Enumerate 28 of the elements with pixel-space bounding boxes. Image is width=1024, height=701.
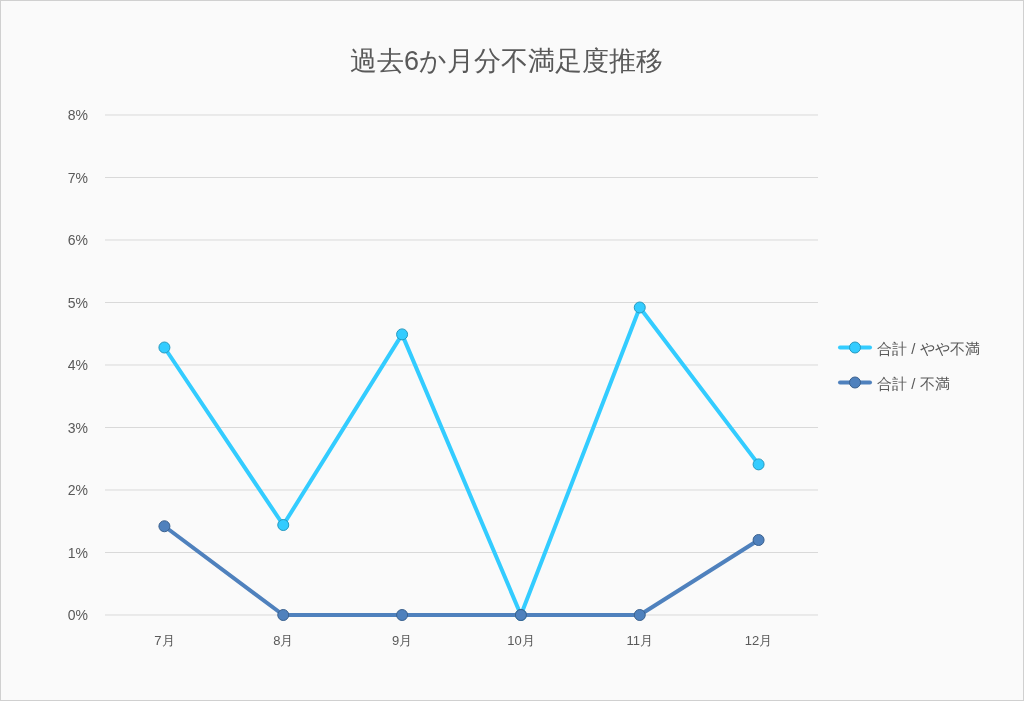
point [277,519,290,531]
x-tick-label: 12月 [744,633,773,648]
point [396,609,409,621]
point [633,609,646,621]
legend-label: 合計 / 不満 [877,374,950,392]
y-tick-label: 1% [67,544,88,561]
point [752,458,765,471]
point [277,609,290,621]
y-tick-label: 4% [67,357,88,373]
chart-title: 過去6か月分不満足度推移 [349,46,664,76]
point [752,534,765,546]
x-tick-label: 10月 [507,633,535,648]
y-tick-label: 6% [67,232,88,248]
y-tick-label: 5% [67,294,88,311]
y-tick-label: 0% [67,607,88,623]
point [158,341,171,354]
point [396,328,409,341]
y-tick-label: 7% [67,169,88,186]
legend-label: 合計 / やや不満 [877,339,980,357]
x-tick-label: 8月 [273,633,294,648]
y-tick-label: 8% [67,107,88,123]
x-tick-label: 9月 [391,633,413,648]
y-tick-label: 2% [67,482,88,498]
point [633,301,646,314]
x-tick-label: 7月 [154,633,175,648]
x-tick-label: 11月 [626,633,653,648]
point [158,520,171,533]
y-tick-label: 3% [67,419,88,436]
